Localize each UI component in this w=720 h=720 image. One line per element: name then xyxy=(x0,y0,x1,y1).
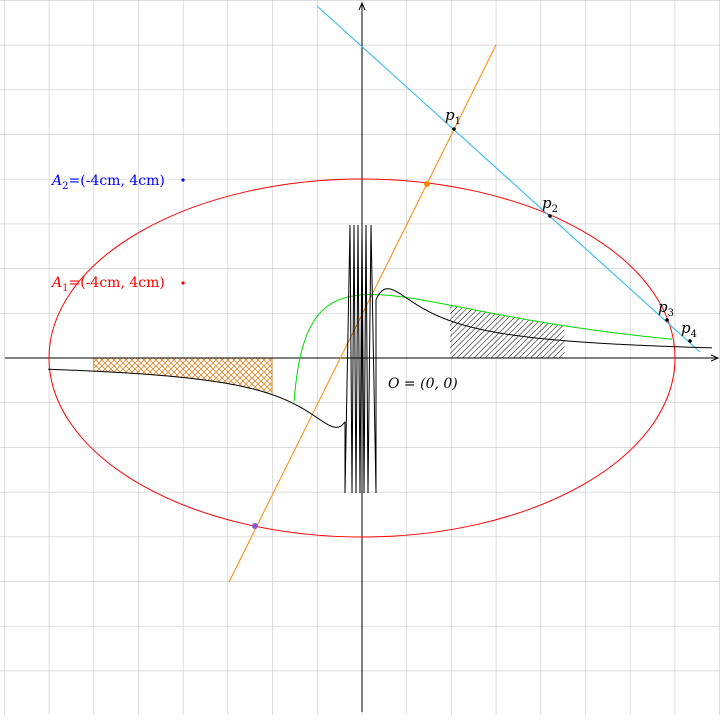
label-p2: p2 xyxy=(542,194,558,215)
label-p1: p1 xyxy=(445,106,461,127)
cyan-line xyxy=(316,5,701,353)
intersection-orange-dot xyxy=(424,181,430,187)
point-p3 xyxy=(665,318,669,322)
point-p1 xyxy=(452,127,456,131)
label-p4: p4 xyxy=(681,319,697,340)
label-a2: A2=(-4cm, 4cm) xyxy=(50,173,165,192)
point-a1 xyxy=(181,281,185,285)
intersection-purple-dot xyxy=(252,523,258,529)
orange-hatched-region xyxy=(92,357,273,396)
red-ellipse xyxy=(48,178,676,538)
point-a2 xyxy=(181,178,185,182)
origin-label: O = (0, 0) xyxy=(388,376,458,392)
label-p3: p3 xyxy=(658,298,674,319)
black-curve xyxy=(48,288,712,428)
oscillating-curve xyxy=(344,224,377,494)
point-p4 xyxy=(688,339,692,343)
black-hatched-region xyxy=(450,305,565,358)
label-a1: A1=(-4cm, 4cm) xyxy=(50,275,165,294)
point-p2 xyxy=(548,214,552,218)
